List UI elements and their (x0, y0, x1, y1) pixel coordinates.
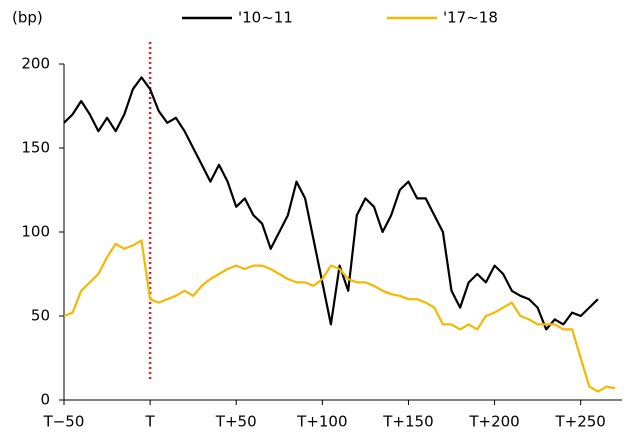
y-tick-label: 50 (31, 307, 50, 325)
legend-label: '17~18 (443, 9, 498, 27)
x-tick-label: T−50 (43, 413, 85, 431)
x-tick-label: T+50 (215, 413, 257, 431)
series-line (63, 76, 599, 331)
y-tick-label: 100 (21, 223, 50, 241)
x-tick-label: T+250 (554, 413, 605, 431)
x-tick-label: T+100 (296, 413, 347, 431)
x-tick-label: T+200 (468, 413, 519, 431)
legend-label: '10~11 (238, 9, 293, 27)
y-axis-label: (bp) (12, 9, 43, 27)
y-tick-label: 0 (40, 391, 50, 409)
x-tick-label: T (145, 413, 156, 431)
x-tick-label: T+150 (382, 413, 433, 431)
series-line (63, 239, 616, 393)
y-tick-label: 150 (21, 139, 50, 157)
y-tick-label: 200 (21, 55, 50, 73)
